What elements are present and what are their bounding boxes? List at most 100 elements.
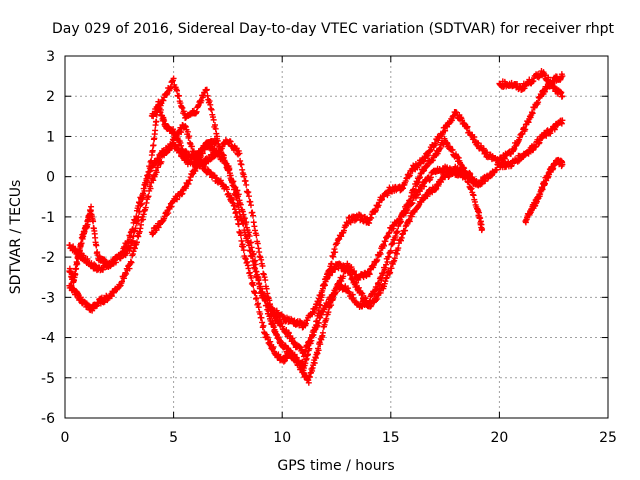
data-point [147, 185, 154, 192]
data-point [112, 259, 119, 266]
data-point [559, 73, 566, 80]
data-point [247, 202, 254, 209]
data-point [146, 165, 153, 172]
y-tick-label: -4 [41, 331, 55, 347]
data-point [90, 218, 97, 225]
data-point [314, 350, 321, 357]
data-point [182, 185, 189, 192]
data-point [377, 250, 384, 257]
data-point [236, 150, 243, 157]
data-point [250, 250, 257, 257]
data-point [241, 215, 248, 222]
data-point [243, 219, 250, 226]
data-point [378, 277, 385, 284]
data-point [145, 168, 152, 175]
data-point [152, 127, 159, 134]
data-point [253, 232, 260, 239]
data-point [332, 249, 339, 256]
data-point [474, 181, 481, 188]
data-point [252, 290, 259, 297]
data-point [391, 255, 398, 262]
y-tick-label: 1 [46, 129, 55, 145]
data-point [88, 203, 95, 210]
data-point [246, 233, 253, 240]
data-point [323, 275, 330, 282]
y-tick-label: 2 [46, 89, 55, 105]
data-point [319, 329, 326, 336]
data-point [256, 280, 263, 287]
data-point [176, 92, 183, 99]
data-point [135, 214, 142, 221]
data-point [78, 240, 85, 247]
data-point [493, 166, 500, 173]
data-point [332, 289, 339, 296]
data-point [384, 258, 391, 265]
x-tick-label: 0 [61, 430, 70, 446]
data-point [250, 212, 257, 219]
data-point [374, 285, 381, 292]
data-point [479, 225, 486, 232]
data-point [285, 330, 292, 337]
data-point [259, 262, 266, 269]
data-point [123, 270, 130, 277]
data-point [234, 187, 241, 194]
x-tick-label: 25 [599, 430, 617, 446]
data-point [260, 322, 267, 329]
data-point [432, 141, 439, 148]
data-point [132, 225, 139, 232]
data-point [214, 133, 221, 140]
data-point [237, 232, 244, 239]
grid-lines [65, 56, 608, 418]
data-point [257, 283, 264, 290]
data-point [253, 295, 260, 302]
data-point [541, 88, 548, 95]
y-tick-label: -5 [41, 371, 55, 387]
data-point [387, 247, 394, 254]
data-point [335, 284, 342, 291]
data-point [226, 170, 233, 177]
data-point [179, 104, 186, 111]
data-point [165, 210, 172, 217]
data-point [374, 256, 381, 263]
data-point [559, 117, 566, 124]
data-point [539, 186, 546, 193]
x-tick-label: 10 [273, 430, 291, 446]
data-point [328, 260, 335, 267]
data-point [140, 216, 147, 223]
data-point [233, 209, 240, 216]
data-point [376, 281, 383, 288]
y-tick-label: -3 [41, 290, 55, 306]
data-point [305, 379, 312, 386]
data-point [317, 341, 324, 348]
data-points [66, 68, 566, 386]
chart-title: Day 029 of 2016, Sidereal Day-to-day VTE… [52, 21, 614, 37]
x-tick-label: 5 [169, 430, 178, 446]
y-axis-label: SDTVAR / TECUs [8, 180, 24, 295]
data-point [170, 75, 177, 82]
data-point [248, 274, 255, 281]
data-point [138, 201, 145, 208]
data-point [186, 133, 193, 140]
data-point [230, 196, 237, 203]
x-tick-label: 20 [490, 430, 508, 446]
data-point [148, 157, 155, 164]
data-point [559, 93, 566, 100]
data-point [119, 278, 126, 285]
data-point [559, 161, 566, 168]
data-point [267, 306, 274, 313]
data-point [311, 360, 318, 367]
data-point [409, 200, 416, 207]
data-point [262, 277, 269, 284]
data-point [252, 261, 259, 268]
data-point [359, 290, 366, 297]
data-point [380, 270, 387, 277]
y-tick-label: -1 [41, 210, 55, 226]
data-point [464, 123, 471, 130]
data-point [145, 193, 152, 200]
data-point [421, 183, 428, 190]
data-point [243, 181, 250, 188]
data-point [471, 134, 478, 141]
data-point [319, 287, 326, 294]
data-point [536, 139, 543, 146]
